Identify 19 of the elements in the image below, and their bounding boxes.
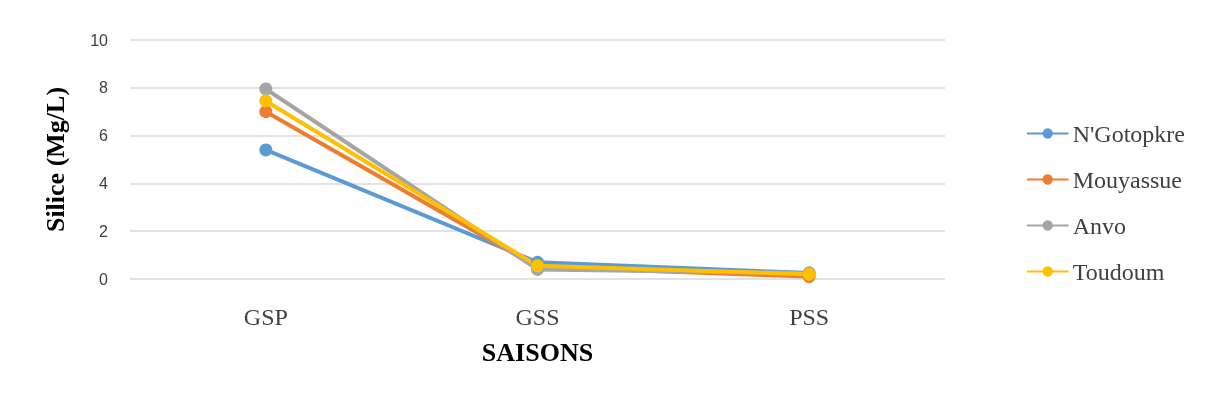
y-tick-label: 0: [99, 270, 109, 288]
x-axis-title: SAISONS: [481, 337, 594, 367]
x-tick-label: GSS: [515, 304, 560, 330]
legend-label: N'Gotopkre: [1072, 120, 1186, 147]
point: [259, 143, 273, 157]
y-tick-label: 6: [99, 127, 109, 145]
point: [259, 105, 273, 119]
x-tick-label: GSP: [243, 304, 288, 330]
x-tick-label: PSS: [789, 304, 830, 330]
legend-label: Toudoum: [1072, 258, 1165, 285]
legend-label: Anvo: [1072, 212, 1127, 239]
point: [259, 82, 273, 96]
y-tick-label: 8: [99, 79, 109, 97]
y-tick-label: 10: [90, 31, 109, 49]
y-tick-label: 2: [99, 222, 109, 240]
legend-label: Mouyassue: [1072, 166, 1183, 193]
point: [259, 94, 273, 108]
y-tick-label: 4: [99, 174, 109, 192]
y-axis-title: Silice (Mg/L): [40, 86, 70, 233]
